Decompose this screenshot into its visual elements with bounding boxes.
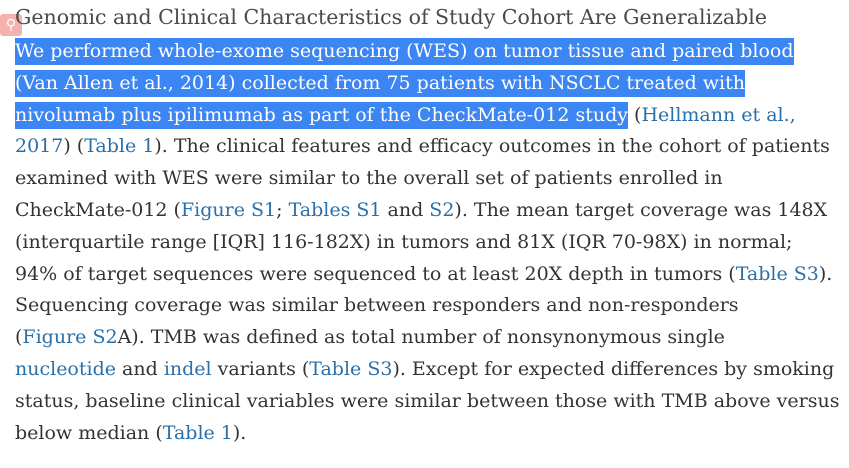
table-s3-link[interactable]: Table S3 [735, 262, 819, 285]
figure-s1-link[interactable]: Figure S1 [180, 198, 277, 221]
text-line: status, baseline clinical variables were… [15, 386, 845, 418]
static-text: ). The mean target coverage was 148X [454, 198, 828, 221]
static-text: ; [276, 198, 289, 221]
text-line: nucleotide and indel variants (Table S3)… [15, 354, 845, 386]
tables-s1-link[interactable]: Tables S1 [288, 198, 382, 221]
static-text: status, baseline clinical variables were… [15, 389, 840, 412]
text-line: nivolumab plus ipilimumab as part of the… [15, 100, 845, 132]
section-heading: Genomic and Clinical Characteristics of … [15, 5, 767, 29]
static-text: and [381, 198, 430, 221]
selected-text[interactable]: We performed whole-exome sequencing (WES… [15, 38, 794, 65]
text-line: (Van Allen et al., 2014) collected from … [15, 68, 845, 100]
static-text: ) ( [63, 135, 85, 158]
text-line: 2017) (Table 1). The clinical features a… [15, 131, 845, 163]
citation-link-hellmann-year[interactable]: 2017 [15, 135, 64, 158]
text-line: CheckMate-012 (Figure S1; Tables S1 and … [15, 195, 845, 227]
static-text: (interquartile range [IQR] 116-182X) in … [15, 230, 793, 253]
static-text: ). The clinical features and efficacy ou… [154, 135, 830, 158]
text-line: (interquartile range [IQR] 116-182X) in … [15, 227, 845, 259]
table-s2-link[interactable]: S2 [429, 198, 455, 221]
body-paragraph: We performed whole-exome sequencing (WES… [15, 36, 845, 449]
static-text: 94% of target sequences were sequenced t… [15, 262, 736, 285]
indel-link[interactable]: indel [163, 357, 212, 380]
static-text: ). Except for expected differences by sm… [392, 357, 835, 380]
text-line: 94% of target sequences were sequenced t… [15, 259, 845, 291]
figure-s2-link[interactable]: Figure S2 [22, 326, 118, 349]
article-section: Genomic and Clinical Characteristics of … [15, 0, 845, 449]
text-line: We performed whole-exome sequencing (WES… [15, 36, 845, 68]
text-line: Sequencing coverage was similar between … [15, 290, 845, 322]
nucleotide-link[interactable]: nucleotide [15, 357, 116, 380]
selected-text[interactable]: (Van Allen et al., 2014) collected from … [15, 69, 745, 97]
text-line: below median (Table 1). [15, 418, 845, 450]
static-text: variants ( [211, 357, 310, 380]
text-line: examined with WES were similar to the ov… [15, 163, 845, 195]
static-text: ). [232, 421, 247, 444]
static-text: below median ( [15, 421, 163, 444]
text-line: (Figure S2A). TMB was defined as total n… [15, 322, 845, 354]
table-1-link[interactable]: Table 1 [84, 135, 155, 158]
table-1-link-2[interactable]: Table 1 [162, 421, 233, 444]
table-s3-link-2[interactable]: Table S3 [309, 357, 393, 380]
citation-link-hellmann[interactable]: Hellmann et al., [641, 103, 796, 126]
static-text: examined with WES were similar to the ov… [15, 167, 723, 190]
static-text: Sequencing coverage was similar between … [15, 294, 739, 317]
search-icon[interactable]: ⚲ [0, 14, 22, 36]
static-text: ). [818, 262, 833, 285]
static-text: CheckMate-012 ( [15, 198, 181, 221]
static-text: and [116, 357, 164, 380]
selected-text[interactable]: nivolumab plus ipilimumab as part of the… [15, 101, 628, 129]
static-text: ( [15, 326, 23, 349]
static-text: ( [628, 103, 642, 126]
static-text: A). TMB was defined as total number of n… [117, 326, 725, 349]
